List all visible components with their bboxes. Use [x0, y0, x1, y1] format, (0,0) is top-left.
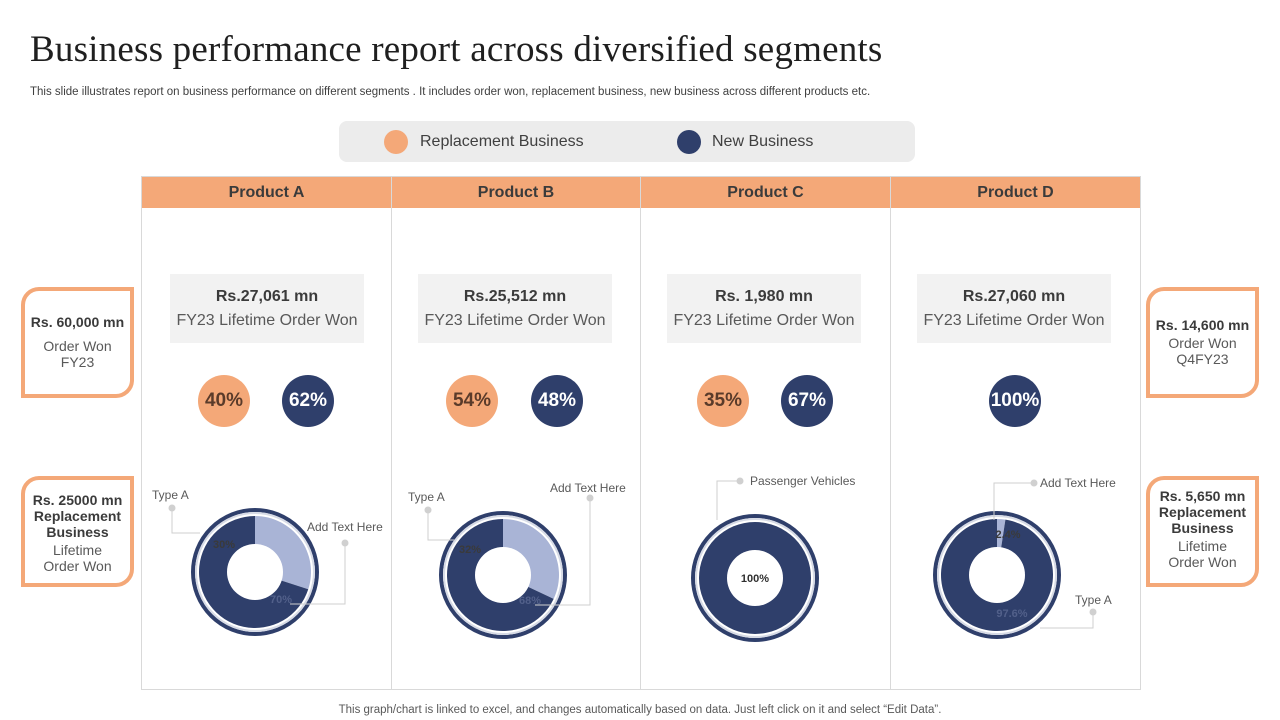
replacement-percent: 35%: [697, 375, 749, 427]
side-card-amount: Rs. 25000 mn Replacement Business: [32, 492, 123, 540]
order-label: FY23 Lifetime Order Won: [673, 312, 855, 329]
side-card-label: Lifetime Order Won: [43, 542, 112, 574]
donut-hole: [727, 550, 783, 606]
column-divider: [391, 177, 392, 689]
product-column-d: Product D Rs.27,060 mn FY23 Lifetime Ord…: [891, 177, 1140, 689]
donut-outer-ring: [933, 511, 1061, 639]
new-business-percent: 48%: [531, 375, 583, 427]
donut-value-label: 68%: [519, 595, 541, 607]
column-divider: [890, 177, 891, 689]
order-won-box: Rs. 1,980 mn FY23 Lifetime Order Won: [667, 274, 861, 343]
leader-line: [1040, 612, 1094, 629]
leader-line: [290, 543, 346, 605]
donut-value-label: 32%: [459, 544, 481, 556]
category-label: Passenger Vehicles: [750, 474, 855, 488]
order-amount: Rs.25,512 mn: [463, 288, 567, 305]
product-header: Product A: [142, 177, 391, 208]
replacement-percent: 40%: [198, 375, 250, 427]
order-label: FY23 Lifetime Order Won: [923, 312, 1105, 329]
leader-dot: [736, 477, 744, 485]
donut-ring-gap: [195, 512, 315, 632]
leader-line: [993, 482, 1034, 520]
donut-value-label: 30%: [213, 539, 235, 551]
leader-line: [716, 480, 740, 520]
column-divider: [640, 177, 641, 689]
leader-line: [535, 498, 591, 606]
donut-value-label: 2.4%: [995, 529, 1020, 541]
category-label: Add Text Here: [307, 520, 383, 534]
donut-value-label: 70%: [270, 594, 292, 606]
side-card-amount: Rs. 14,600 mn: [1155, 317, 1250, 333]
donut-value-label: 97.6%: [996, 608, 1027, 620]
page-subtitle: This slide illustrates report on busines…: [30, 86, 871, 98]
category-label: Type A: [1075, 593, 1112, 607]
donut-outer-ring: [191, 508, 319, 636]
order-label: FY23 Lifetime Order Won: [176, 312, 358, 329]
legend-swatch-new: [677, 130, 701, 154]
donut-value-label: 100%: [741, 573, 769, 585]
order-won-box: Rs.27,061 mn FY23 Lifetime Order Won: [170, 274, 364, 343]
category-label: Type A: [408, 490, 445, 504]
product-header: Product C: [641, 177, 890, 208]
order-amount: Rs.27,061 mn: [215, 288, 319, 305]
donut-ring-gap: [443, 515, 563, 635]
product-column-b: Product B Rs.25,512 mn FY23 Lifetime Ord…: [392, 177, 640, 689]
order-won-box: Rs.25,512 mn FY23 Lifetime Order Won: [418, 274, 612, 343]
category-label: Type A: [152, 488, 189, 502]
leader-dot: [1030, 479, 1038, 487]
donut-hole: [969, 547, 1025, 603]
donut-hole: [227, 544, 283, 600]
donut-outer-ring: [691, 514, 819, 642]
order-amount: Rs. 1,980 mn: [715, 288, 813, 305]
new-business-percent: 100%: [989, 375, 1041, 427]
side-card-amount: Rs. 5,650 mn Replacement Business: [1158, 488, 1247, 536]
side-card-replacement-left: Rs. 25000 mn Replacement Business Lifeti…: [21, 476, 134, 587]
new-business-percent: 62%: [282, 375, 334, 427]
donut-ring-gap: [695, 518, 815, 638]
leader-dot: [586, 494, 594, 502]
side-card-order-won-q4: Rs. 14,600 mn Order Won Q4FY23: [1146, 287, 1259, 398]
donut-outer-ring: [439, 511, 567, 639]
product-header: Product B: [392, 177, 640, 208]
chart-legend: Replacement Business New Business: [339, 121, 915, 162]
side-card-label: Lifetime Order Won: [1168, 538, 1237, 570]
category-label: Add Text Here: [1040, 476, 1116, 490]
category-label: Add Text Here: [550, 481, 626, 495]
donut-hole: [475, 547, 531, 603]
side-card-order-won-fy23: Rs. 60,000 mn Order Won FY23: [21, 287, 134, 398]
legend-label-replacement: Replacement Business: [420, 133, 584, 150]
page-title: Business performance report across diver…: [30, 29, 883, 70]
order-won-box: Rs.27,060 mn FY23 Lifetime Order Won: [917, 274, 1111, 343]
donut-ring-gap: [937, 515, 1057, 635]
leader-dot: [168, 504, 176, 512]
side-card-label: Order Won FY23: [43, 338, 112, 370]
side-card-replacement-right: Rs. 5,650 mn Replacement Business Lifeti…: [1146, 476, 1259, 587]
leader-dot: [341, 539, 349, 547]
leader-line: [171, 508, 200, 534]
order-label: FY23 Lifetime Order Won: [424, 312, 606, 329]
new-business-percent: 67%: [781, 375, 833, 427]
product-column-c: Product C Rs. 1,980 mn FY23 Lifetime Ord…: [641, 177, 890, 689]
leader-dot: [1089, 608, 1097, 616]
legend-label-new: New Business: [712, 133, 814, 150]
leader-line: [427, 510, 455, 541]
product-header: Product D: [891, 177, 1140, 208]
footer-note: This graph/chart is linked to excel, and…: [338, 704, 942, 716]
product-grid: Product A Rs.27,061 mn FY23 Lifetime Ord…: [141, 176, 1141, 690]
leader-dot: [424, 506, 432, 514]
product-column-a: Product A Rs.27,061 mn FY23 Lifetime Ord…: [142, 177, 391, 689]
legend-swatch-replacement: [384, 130, 408, 154]
side-card-amount: Rs. 60,000 mn: [30, 314, 125, 330]
side-card-label: Order Won Q4FY23: [1168, 335, 1237, 367]
order-amount: Rs.27,060 mn: [962, 288, 1066, 305]
replacement-percent: 54%: [446, 375, 498, 427]
